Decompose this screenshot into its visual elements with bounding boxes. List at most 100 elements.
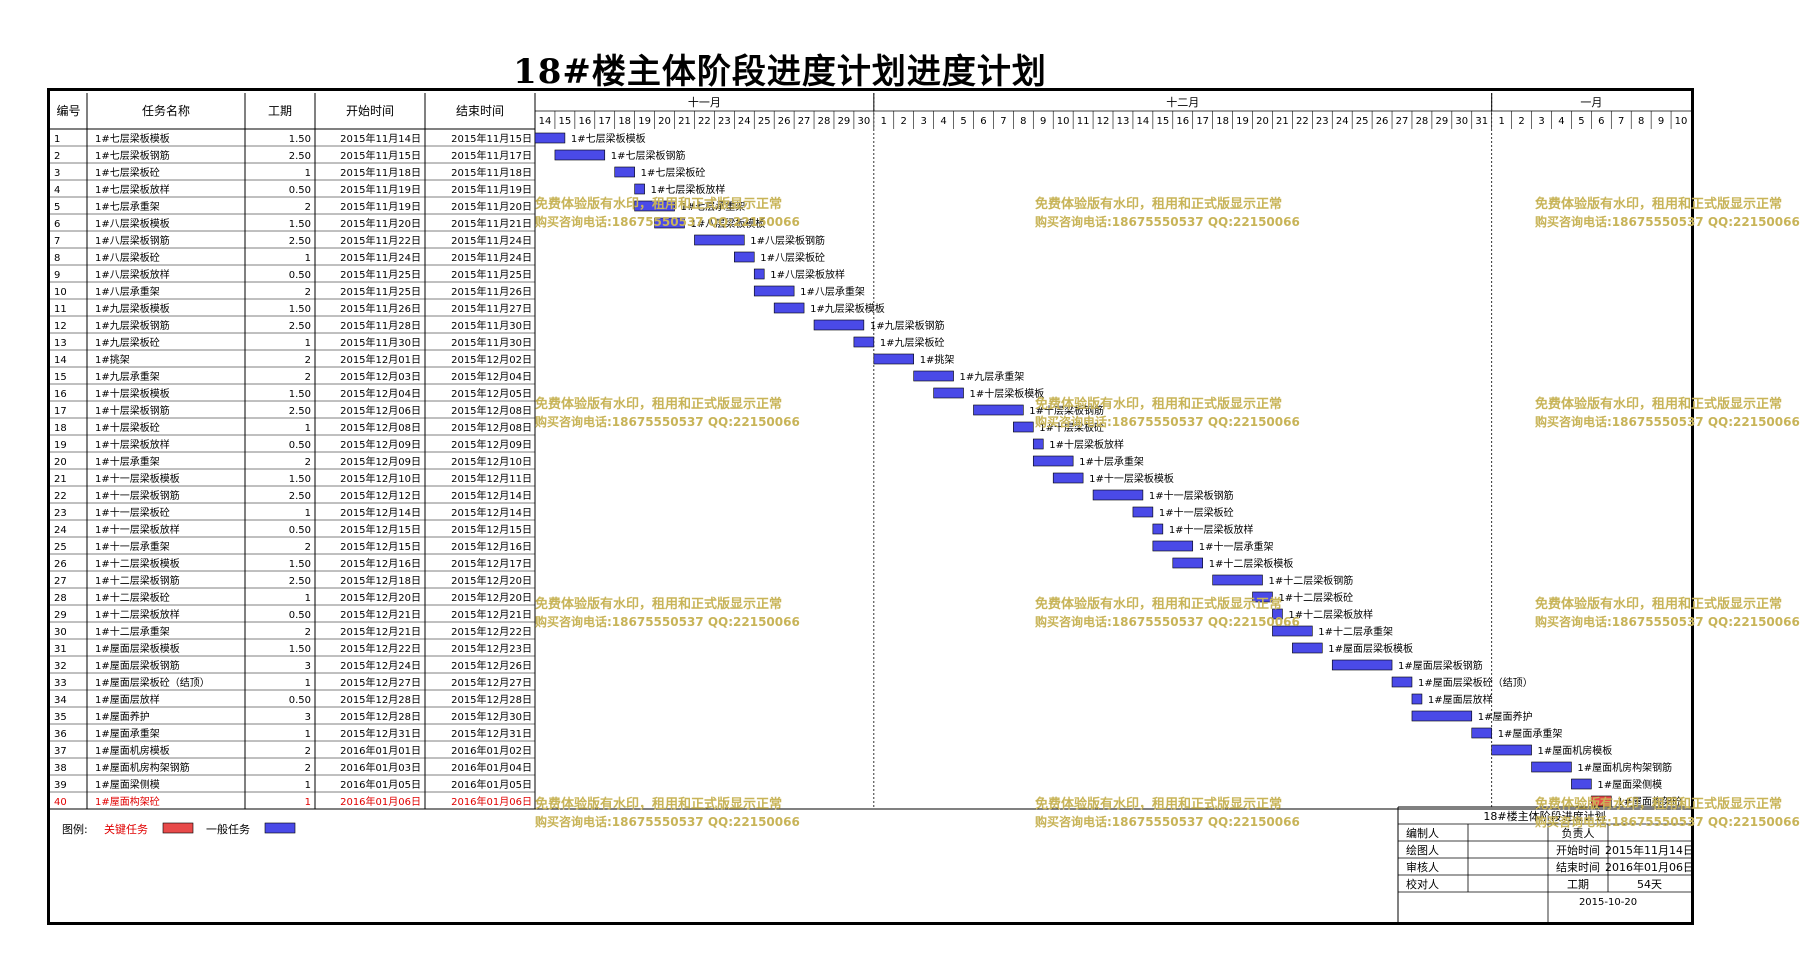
day-label: 16 <box>1176 116 1189 127</box>
bar-label: 1#十层梁板砼 <box>1039 421 1104 434</box>
task-start: 2015年11月14日 <box>340 132 421 145</box>
task-name: 1#屋面机房构架钢筋 <box>95 761 190 774</box>
bar-label: 1#八层梁板放样 <box>770 268 845 281</box>
bar-label: 1#屋面机房构架钢筋 <box>1577 761 1672 774</box>
task-start: 2015年12月14日 <box>340 506 421 519</box>
task-duration: 1 <box>305 780 311 791</box>
task-end: 2015年11月19日 <box>451 183 532 196</box>
task-name: 1#十层梁板砼 <box>95 421 160 434</box>
task-end: 2015年11月15日 <box>451 132 532 145</box>
task-start: 2015年11月19日 <box>340 200 421 213</box>
bar-label: 1#九层梁板砼 <box>880 336 945 349</box>
task-duration: 2 <box>305 372 311 383</box>
task-duration: 1.50 <box>289 389 311 400</box>
task-start: 2015年12月12日 <box>340 489 421 502</box>
watermark-line-1: 免费体验版有水印，租用和正式版显示正常 <box>1535 396 1782 412</box>
bar-label: 1#十一层梁板放样 <box>1169 523 1254 536</box>
task-duration: 1.50 <box>289 304 311 315</box>
task-end: 2015年12月08日 <box>451 421 532 434</box>
day-label: 14 <box>1137 116 1150 127</box>
task-duration: 2.50 <box>289 491 311 502</box>
task-no: 25 <box>54 542 67 553</box>
task-duration: 0.50 <box>289 270 311 281</box>
task-start: 2015年11月25日 <box>340 285 421 298</box>
month-label: 十二月 <box>1166 95 1199 109</box>
gantt-bar <box>694 234 745 246</box>
task-start: 2015年12月10日 <box>340 472 421 485</box>
info-label: 审核人 <box>1406 860 1439 874</box>
task-no: 9 <box>54 270 60 281</box>
day-label: 18 <box>618 116 631 127</box>
watermark-line-2: 购买咨询电话:18675550537 QQ:22150066 <box>535 814 800 829</box>
task-no: 14 <box>54 355 67 366</box>
info-label: 绘图人 <box>1406 843 1439 857</box>
task-duration: 1.50 <box>289 559 311 570</box>
day-label: 22 <box>1296 116 1309 127</box>
bar-label: 1#十一层梁板砼 <box>1159 506 1234 519</box>
watermark-line-2: 购买咨询电话:18675550537 QQ:22150066 <box>1535 414 1800 429</box>
task-name: 1#七层梁板放样 <box>95 183 170 196</box>
day-label: 26 <box>1376 116 1389 127</box>
watermark-line-1: 免费体验版有水印，租用和正式版显示正常 <box>1035 796 1282 812</box>
task-end: 2015年12月27日 <box>451 676 532 689</box>
task-name: 1#屋面构架砼 <box>95 795 160 808</box>
day-label: 3 <box>1538 116 1544 127</box>
task-start: 2015年12月04日 <box>340 387 421 400</box>
task-end: 2015年12月20日 <box>451 574 532 587</box>
task-no: 29 <box>54 610 67 621</box>
watermark-line-2: 购买咨询电话:18675550537 QQ:22150066 <box>535 414 800 429</box>
task-end: 2016年01月04日 <box>451 761 532 774</box>
gantt-bar <box>1391 676 1413 688</box>
day-label: 14 <box>539 116 552 127</box>
day-label: 12 <box>1097 116 1110 127</box>
gantt-bar <box>1152 540 1194 552</box>
task-name: 1#十二层承重架 <box>95 625 170 638</box>
task-no: 27 <box>54 576 67 587</box>
day-label: 26 <box>778 116 791 127</box>
gantt-bar <box>753 285 795 297</box>
task-duration: 2.50 <box>289 151 311 162</box>
task-duration: 2 <box>305 763 311 774</box>
gantt-bar <box>1052 472 1084 484</box>
day-label: 24 <box>1336 116 1349 127</box>
task-no: 17 <box>54 406 67 417</box>
bar-label: 1#七层梁板砼 <box>641 166 706 179</box>
task-duration: 2 <box>305 202 311 213</box>
day-label: 1 <box>881 116 887 127</box>
gantt-bar <box>1591 795 1612 807</box>
task-start: 2015年12月08日 <box>340 421 421 434</box>
gantt-bar <box>534 132 566 144</box>
task-name: 1#十一层梁板放样 <box>95 523 180 536</box>
task-no: 4 <box>54 185 60 196</box>
watermark-line-2: 购买咨询电话:18675550537 QQ:22150066 <box>1535 214 1800 229</box>
task-start: 2015年12月03日 <box>340 370 421 383</box>
bar-label: 1#屋面层梁板模板 <box>1328 642 1413 655</box>
task-end: 2015年12月08日 <box>451 404 532 417</box>
task-end: 2015年11月20日 <box>451 200 532 213</box>
task-no: 7 <box>54 236 60 247</box>
task-end: 2015年12月02日 <box>451 353 532 366</box>
watermark-line-1: 免费体验版有水印，租用和正式版显示正常 <box>1035 396 1282 412</box>
watermark-line-1: 免费体验版有水印，租用和正式版显示正常 <box>1035 596 1282 612</box>
task-no: 19 <box>54 440 67 451</box>
task-duration: 1 <box>305 593 311 604</box>
month-label: 一月 <box>1580 96 1602 109</box>
bar-label: 1#八层梁板模板 <box>690 217 765 230</box>
task-no: 34 <box>54 695 67 706</box>
task-no: 2 <box>54 151 60 162</box>
day-label: 8 <box>1020 116 1026 127</box>
task-name: 1#十层承重架 <box>95 455 160 468</box>
task-start: 2015年12月09日 <box>340 455 421 468</box>
task-name: 1#屋面层梁板模板 <box>95 642 180 655</box>
task-end: 2015年11月26日 <box>451 285 532 298</box>
task-end: 2015年12月05日 <box>451 387 532 400</box>
day-label: 23 <box>1316 116 1329 127</box>
task-no: 40 <box>54 797 67 808</box>
task-duration: 2.50 <box>289 406 311 417</box>
task-end: 2015年12月04日 <box>451 370 532 383</box>
bar-label: 1#屋面层梁板砼（结顶） <box>1418 676 1533 689</box>
task-no: 18 <box>54 423 67 434</box>
gantt-bar <box>753 268 765 280</box>
task-end: 2015年11月27日 <box>451 302 532 315</box>
task-end: 2015年11月25日 <box>451 268 532 281</box>
